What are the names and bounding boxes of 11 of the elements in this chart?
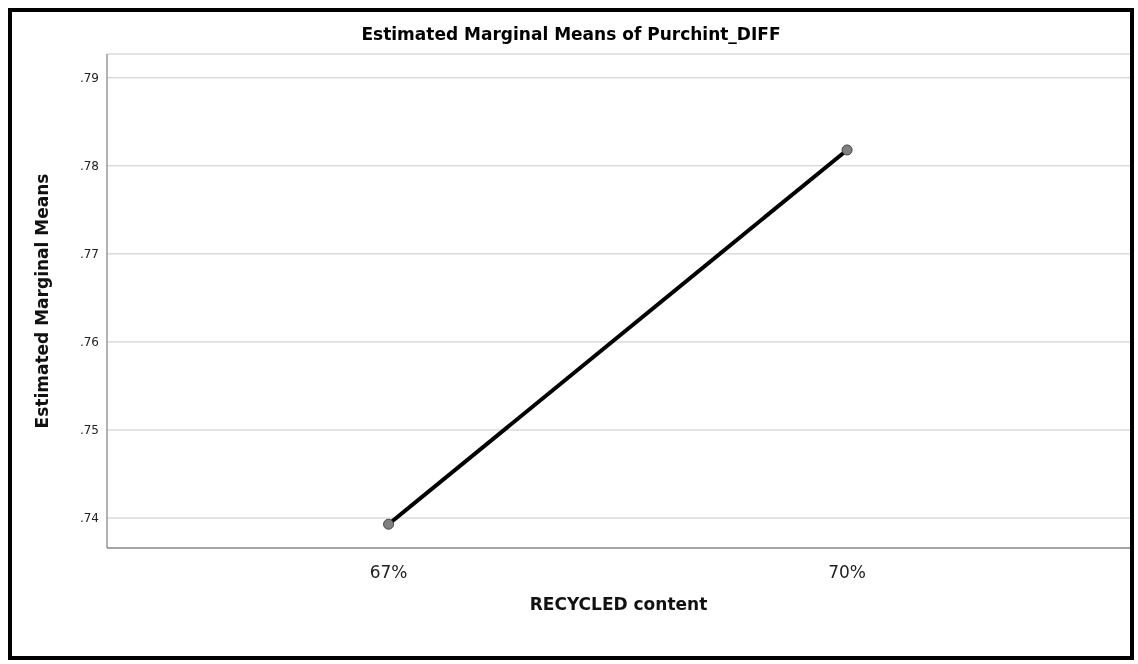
y-tick-label: .79: [79, 71, 99, 86]
y-axis-title: Estimated Marginal Means: [32, 173, 53, 429]
y-tick-label: .78: [79, 159, 99, 174]
y-tick-label: .75: [79, 423, 99, 438]
x-tick-label: 67%: [369, 562, 408, 583]
chart-title: Estimated Marginal Means of Purchint_DIFF: [360, 24, 782, 44]
y-tick-label: .77: [79, 247, 99, 262]
y-tick-label: .74: [79, 511, 99, 526]
x-axis-title: RECYCLED content: [529, 594, 708, 614]
y-tick-label: .76: [79, 335, 99, 350]
x-tick-label: 70%: [828, 562, 866, 583]
